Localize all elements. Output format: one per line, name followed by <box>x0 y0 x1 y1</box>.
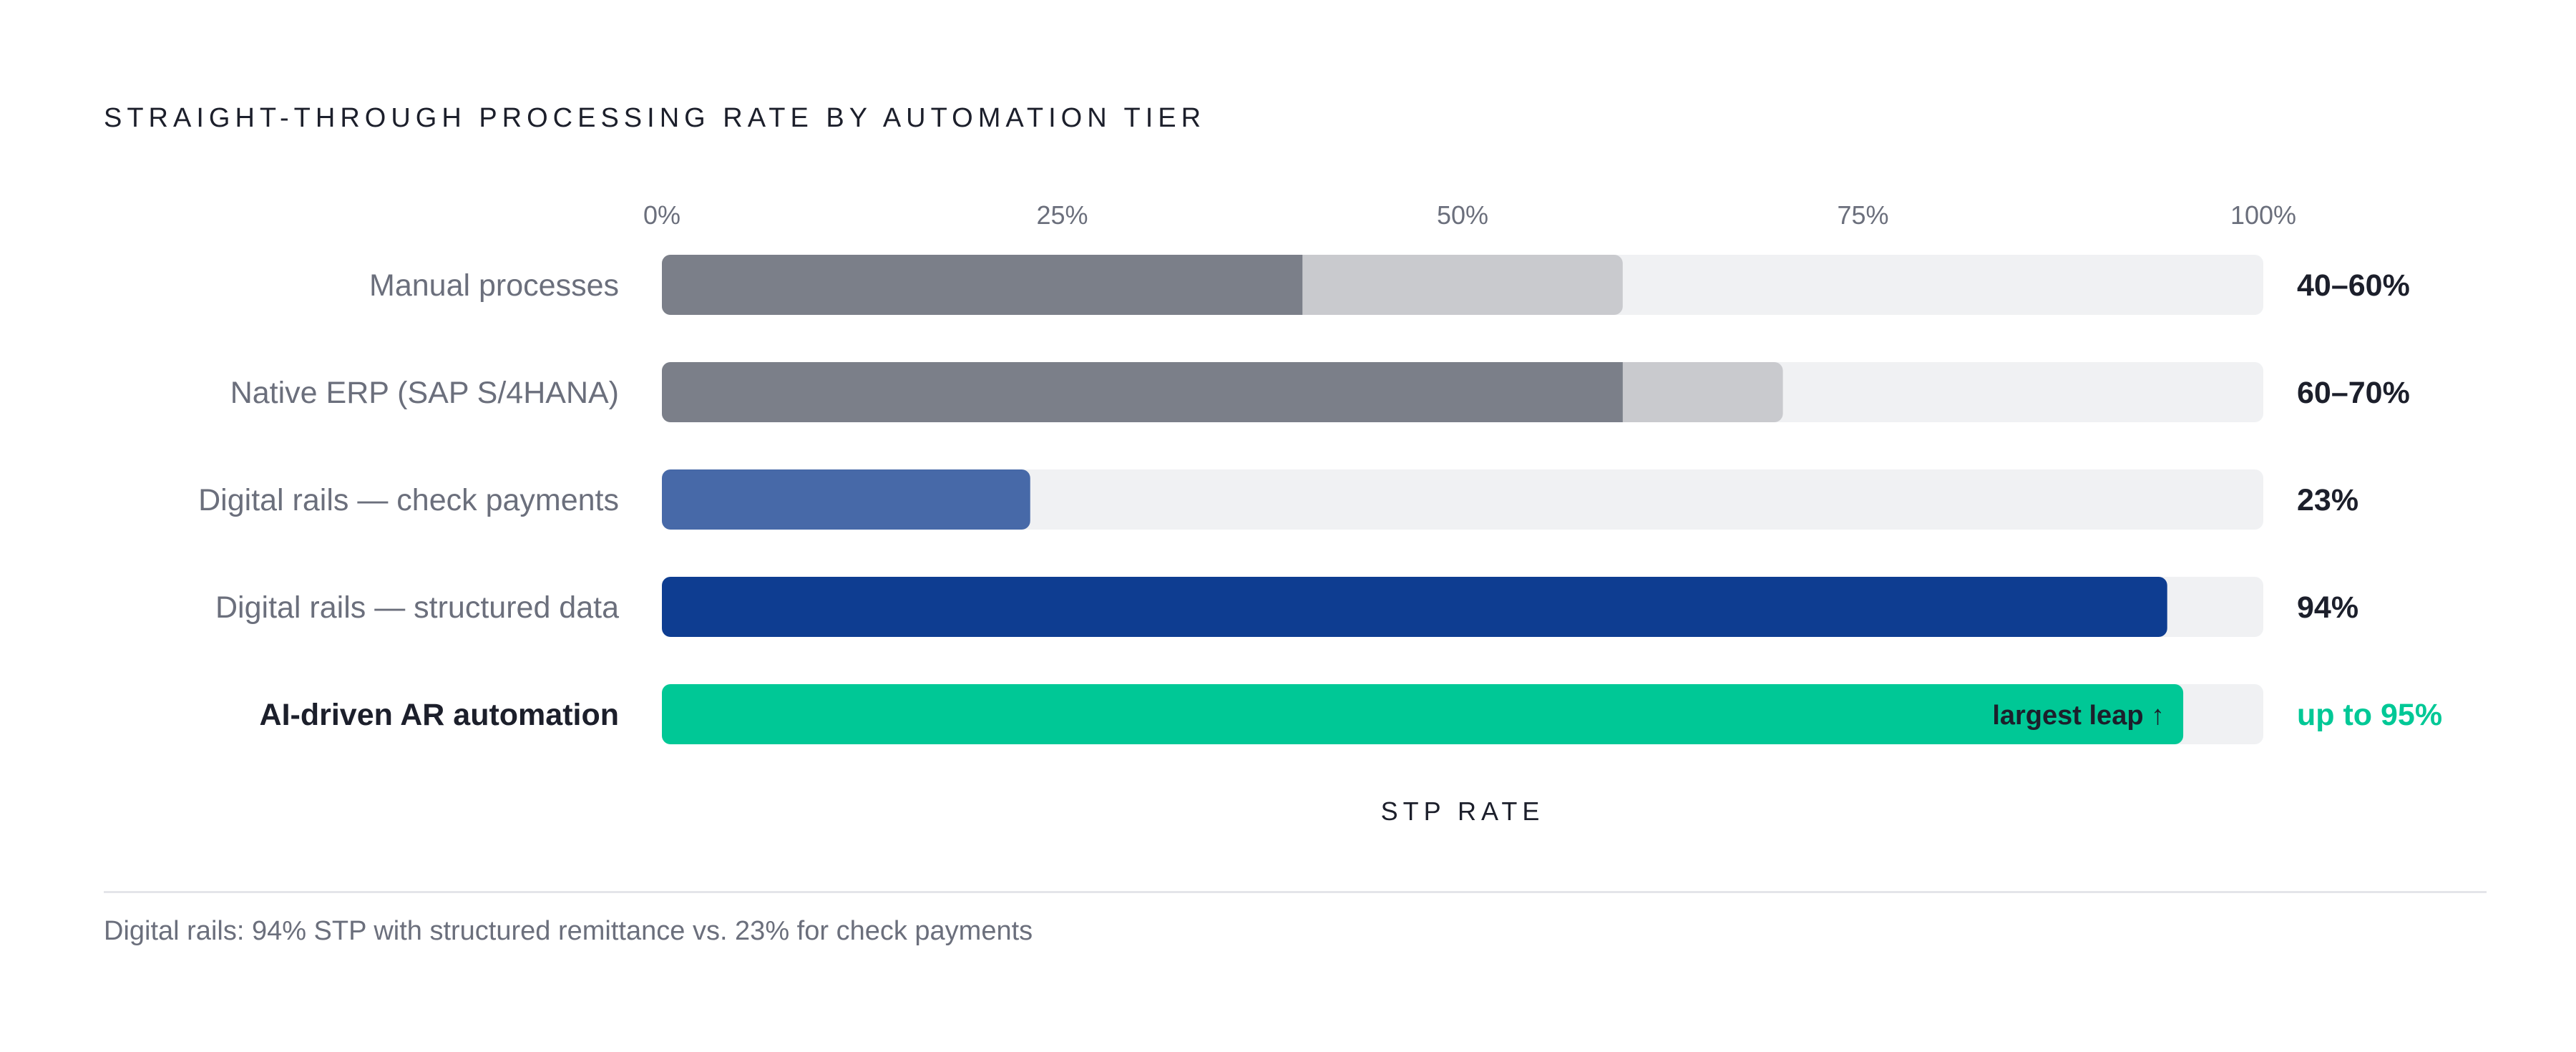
category-label: Digital rails — structured data <box>215 590 619 625</box>
bar-track <box>662 469 2263 530</box>
bar <box>662 684 2184 744</box>
callout-label: largest leap ↑ <box>1992 701 2165 731</box>
value-label: up to 95% <box>2297 698 2442 732</box>
bar <box>662 469 1030 530</box>
x-axis-title: STP RATE <box>1381 797 1545 826</box>
chart-title: STRAIGHT-THROUGH PROCESSING RATE BY AUTO… <box>104 103 1206 133</box>
bar <box>662 577 2167 637</box>
footnote: Digital rails: 94% STP with structured r… <box>104 916 1033 946</box>
x-tick-label: 0% <box>643 200 680 230</box>
bar <box>662 255 1303 315</box>
category-label: Digital rails — check payments <box>198 483 619 517</box>
x-tick-label: 100% <box>2230 200 2296 230</box>
value-label: 40–60% <box>2297 268 2410 303</box>
divider <box>104 891 2487 893</box>
value-label: 94% <box>2297 590 2358 625</box>
category-label: Manual processes <box>369 268 619 303</box>
value-label: 23% <box>2297 483 2358 517</box>
x-tick-label: 75% <box>1837 200 1888 230</box>
category-label: AI-driven AR automation <box>260 698 619 732</box>
value-label: 60–70% <box>2297 376 2410 410</box>
x-tick-label: 25% <box>1036 200 1088 230</box>
bar <box>662 362 1623 422</box>
category-label: Native ERP (SAP S/4HANA) <box>230 376 619 410</box>
x-tick-label: 50% <box>1437 200 1488 230</box>
